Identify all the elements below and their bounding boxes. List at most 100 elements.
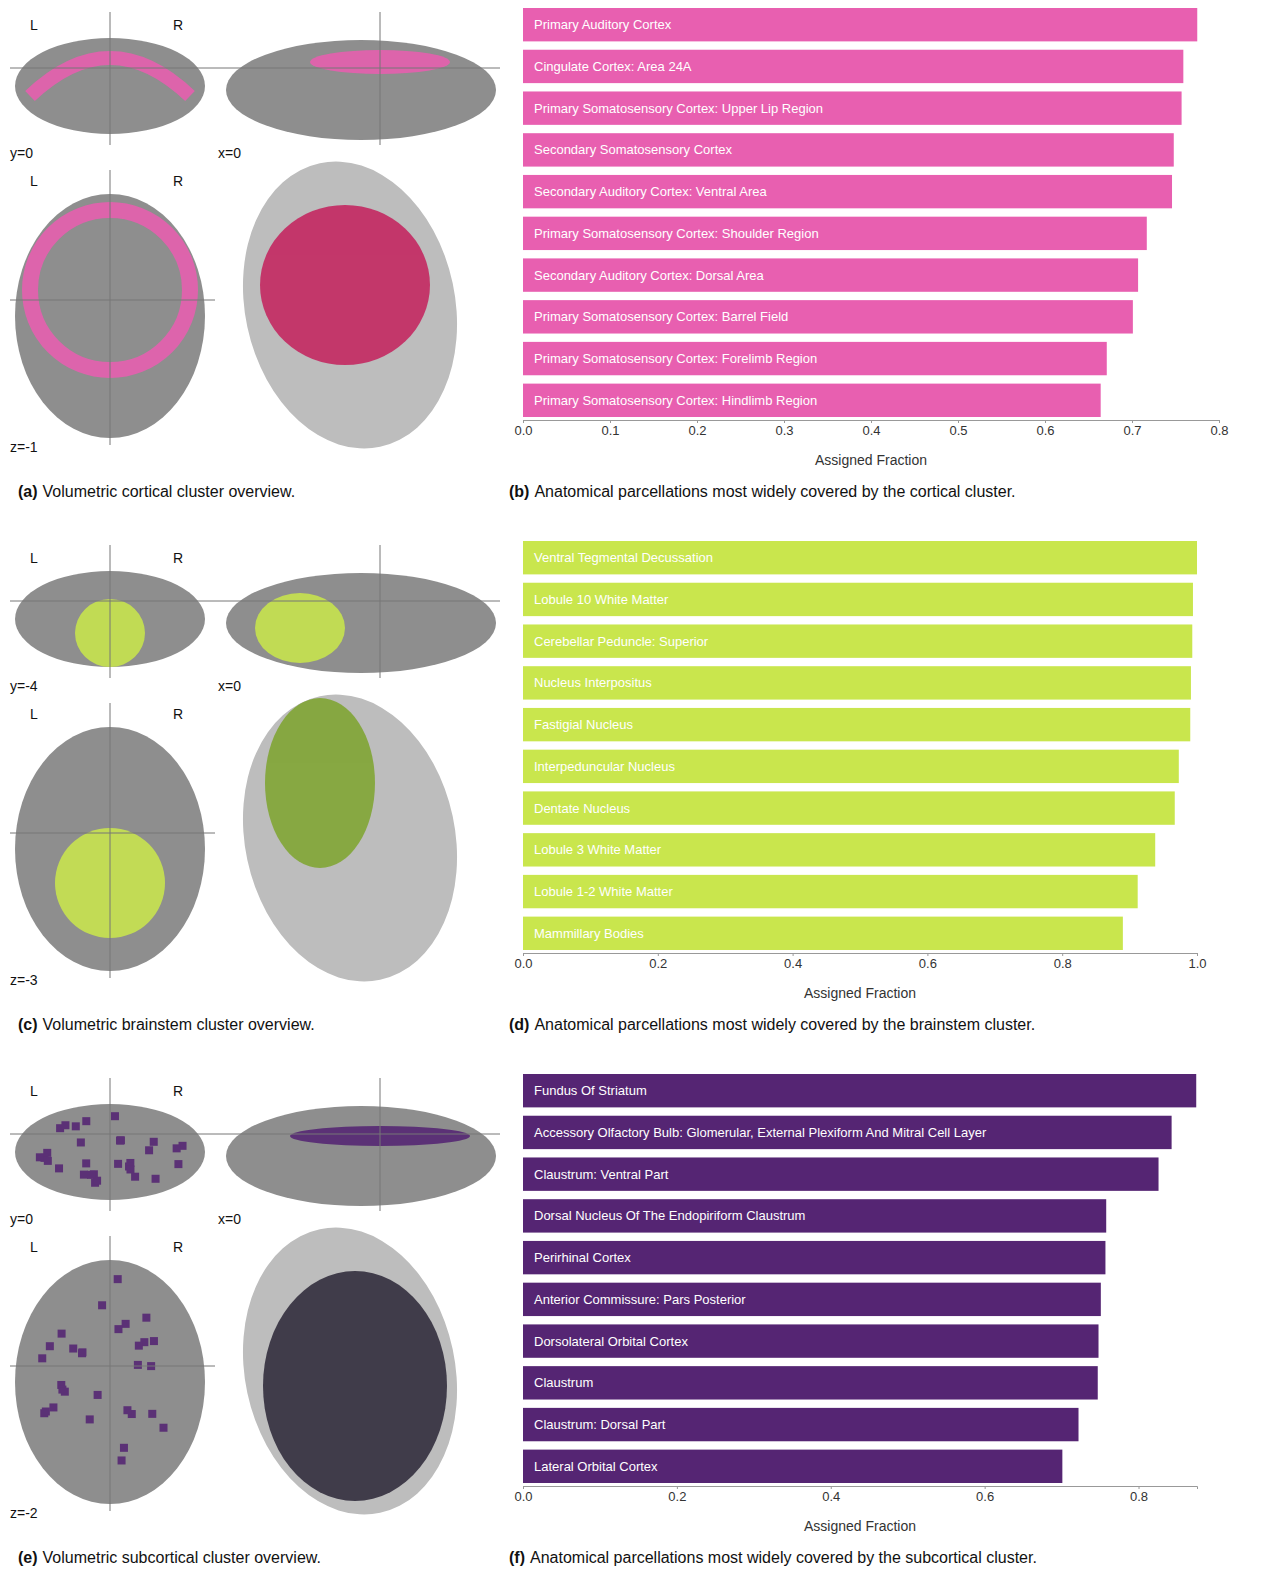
bar-chart: Fundus Of StriatumAccessory Olfactory Bu… (509, 1074, 1198, 1566)
view-label: L (30, 173, 38, 189)
overlay (94, 1391, 102, 1399)
overlay (263, 1271, 447, 1501)
overlay (114, 1275, 122, 1283)
crosshair (110, 545, 111, 678)
overlay (116, 1137, 124, 1145)
bar (523, 1366, 1098, 1399)
render-view (217, 141, 483, 468)
tick: 0.1 (601, 420, 619, 438)
figure: Primary Auditory CortexCingulate Cortex:… (0, 0, 1265, 1595)
tick-label: 1.0 (1188, 956, 1206, 971)
bar-label: Secondary Auditory Cortex: Dorsal Area (534, 268, 765, 283)
caption-text: Volumetric brainstem cluster overview. (43, 1016, 315, 1033)
bars (523, 8, 1197, 417)
overlay (58, 1330, 66, 1338)
caption: (b)Anatomical parcellations most widely … (509, 483, 1016, 500)
tick: 0.2 (649, 953, 667, 971)
bar-label: Dorsal Nucleus Of The Endopiriform Claus… (534, 1208, 805, 1223)
bar (523, 1074, 1196, 1107)
bar-label: Ventral Tegmental Decussation (534, 550, 713, 565)
bar (523, 1116, 1172, 1149)
view-label: z=-1 (10, 439, 38, 455)
tick: 0.3 (775, 420, 793, 438)
bar (523, 217, 1147, 250)
crosshair (110, 1236, 111, 1511)
view-label: L (30, 1083, 38, 1099)
bars (523, 541, 1197, 950)
bar-label: Cerebellar Peduncle: Superior (534, 634, 709, 649)
bar (523, 1324, 1099, 1357)
crosshair (110, 12, 111, 145)
overlay (78, 1349, 86, 1357)
brain-panel: LRy=0x=0LRz=-2(e)Volumetric subcortical … (10, 1078, 500, 1566)
view-label: z=-3 (10, 972, 38, 988)
tick: 0.4 (784, 953, 802, 971)
crosshairs (10, 12, 500, 445)
crosshair (380, 12, 381, 145)
overlay (82, 1117, 90, 1125)
overlay (98, 1301, 106, 1309)
overlay (265, 698, 375, 868)
tick: 0.0 (514, 1486, 532, 1504)
bar (523, 1283, 1101, 1316)
tick: 0.2 (688, 420, 706, 438)
overlay (44, 1157, 52, 1165)
bar (523, 342, 1107, 375)
crosshairs (10, 545, 500, 978)
bar-label: Lobule 3 White Matter (534, 842, 662, 857)
crosshair (10, 833, 215, 834)
caption-label: (b) (509, 483, 529, 500)
tick: 0.6 (1036, 420, 1054, 438)
crosshair (380, 545, 381, 678)
view-label: R (173, 1239, 183, 1255)
bar-label: Claustrum: Dorsal Part (534, 1417, 666, 1432)
overlay (78, 1348, 86, 1356)
bar (523, 541, 1197, 574)
bar-label: Primary Auditory Cortex (534, 17, 672, 32)
sagittal-view (226, 573, 496, 673)
tick-label: 0.2 (649, 956, 667, 971)
cluster-overlay (36, 1112, 470, 1501)
tick-label: 0.8 (1210, 423, 1228, 438)
overlay (255, 593, 345, 663)
crosshair (10, 601, 215, 602)
tick-label: 0.8 (1054, 956, 1072, 971)
tick-label: 0.0 (514, 423, 532, 438)
bar (523, 708, 1190, 741)
overlay (131, 1173, 139, 1181)
view-label: R (173, 1083, 183, 1099)
bar (523, 133, 1174, 166)
overlay (135, 1342, 143, 1350)
overlay (150, 1138, 158, 1146)
bar (523, 666, 1191, 699)
overlay (77, 1138, 85, 1146)
caption: (d)Anatomical parcellations most widely … (509, 1016, 1035, 1033)
view-label: x=0 (218, 1211, 241, 1227)
overlay (150, 1337, 158, 1345)
overlay (152, 1175, 160, 1183)
axis-title: Assigned Fraction (804, 1518, 916, 1534)
overlay (61, 1388, 69, 1396)
bar (523, 750, 1179, 783)
crosshair (10, 300, 215, 301)
bar (523, 91, 1182, 124)
bar (523, 384, 1101, 417)
bar-label: Dentate Nucleus (534, 801, 631, 816)
bar-label: Lobule 1-2 White Matter (534, 884, 673, 899)
caption: (c) Volumetric brainstem cluster overview… (18, 1016, 315, 1033)
tick-label: 0.7 (1123, 423, 1141, 438)
bar-chart: Ventral Tegmental DecussationLobule 10 W… (509, 541, 1207, 1033)
bar (523, 917, 1123, 950)
view-label: y=0 (10, 1211, 33, 1227)
overlay (55, 1164, 63, 1172)
crosshairs (10, 1078, 500, 1511)
overlay (118, 1456, 126, 1464)
tick-label: 0.5 (949, 423, 967, 438)
view-label: y=0 (10, 145, 33, 161)
caption-label: (d) (509, 1016, 529, 1033)
bar (523, 875, 1138, 908)
caption-label: (c) (18, 1016, 38, 1033)
bar-label: Lateral Orbital Cortex (534, 1459, 658, 1474)
tick-label: 0.4 (862, 423, 880, 438)
overlay (148, 1410, 156, 1418)
